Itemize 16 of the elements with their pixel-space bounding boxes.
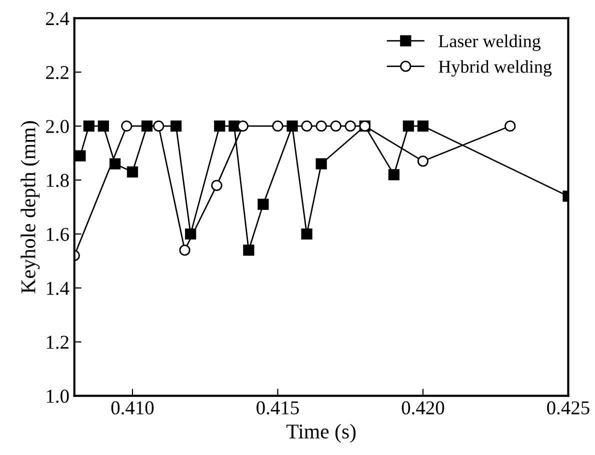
- y-tick-label: 1.4: [46, 282, 70, 295]
- y-axis-title: Keyhole depth (mm): [20, 121, 40, 294]
- y-tick-label: 1.8: [46, 174, 69, 188]
- y-tick-label: 2.4: [46, 12, 70, 26]
- y-tick-label: 2.0: [46, 120, 69, 134]
- legend-label: Hybrid welding: [438, 60, 552, 77]
- y-tick-label: 1.0: [46, 390, 69, 403]
- x-axis-title: Time (s): [286, 424, 356, 443]
- x-tick-label: 0.420: [402, 401, 444, 414]
- x-tick-label: 0.410: [111, 401, 154, 414]
- y-tick-label: 1.2: [46, 336, 68, 349]
- x-tick-label: 0.415: [256, 401, 299, 414]
- x-tick-label: 0.425: [547, 401, 590, 414]
- y-tick-label: 2.2: [46, 66, 68, 80]
- legend-label: Laser welding: [438, 34, 541, 51]
- y-tick-label: 1.6: [46, 228, 69, 242]
